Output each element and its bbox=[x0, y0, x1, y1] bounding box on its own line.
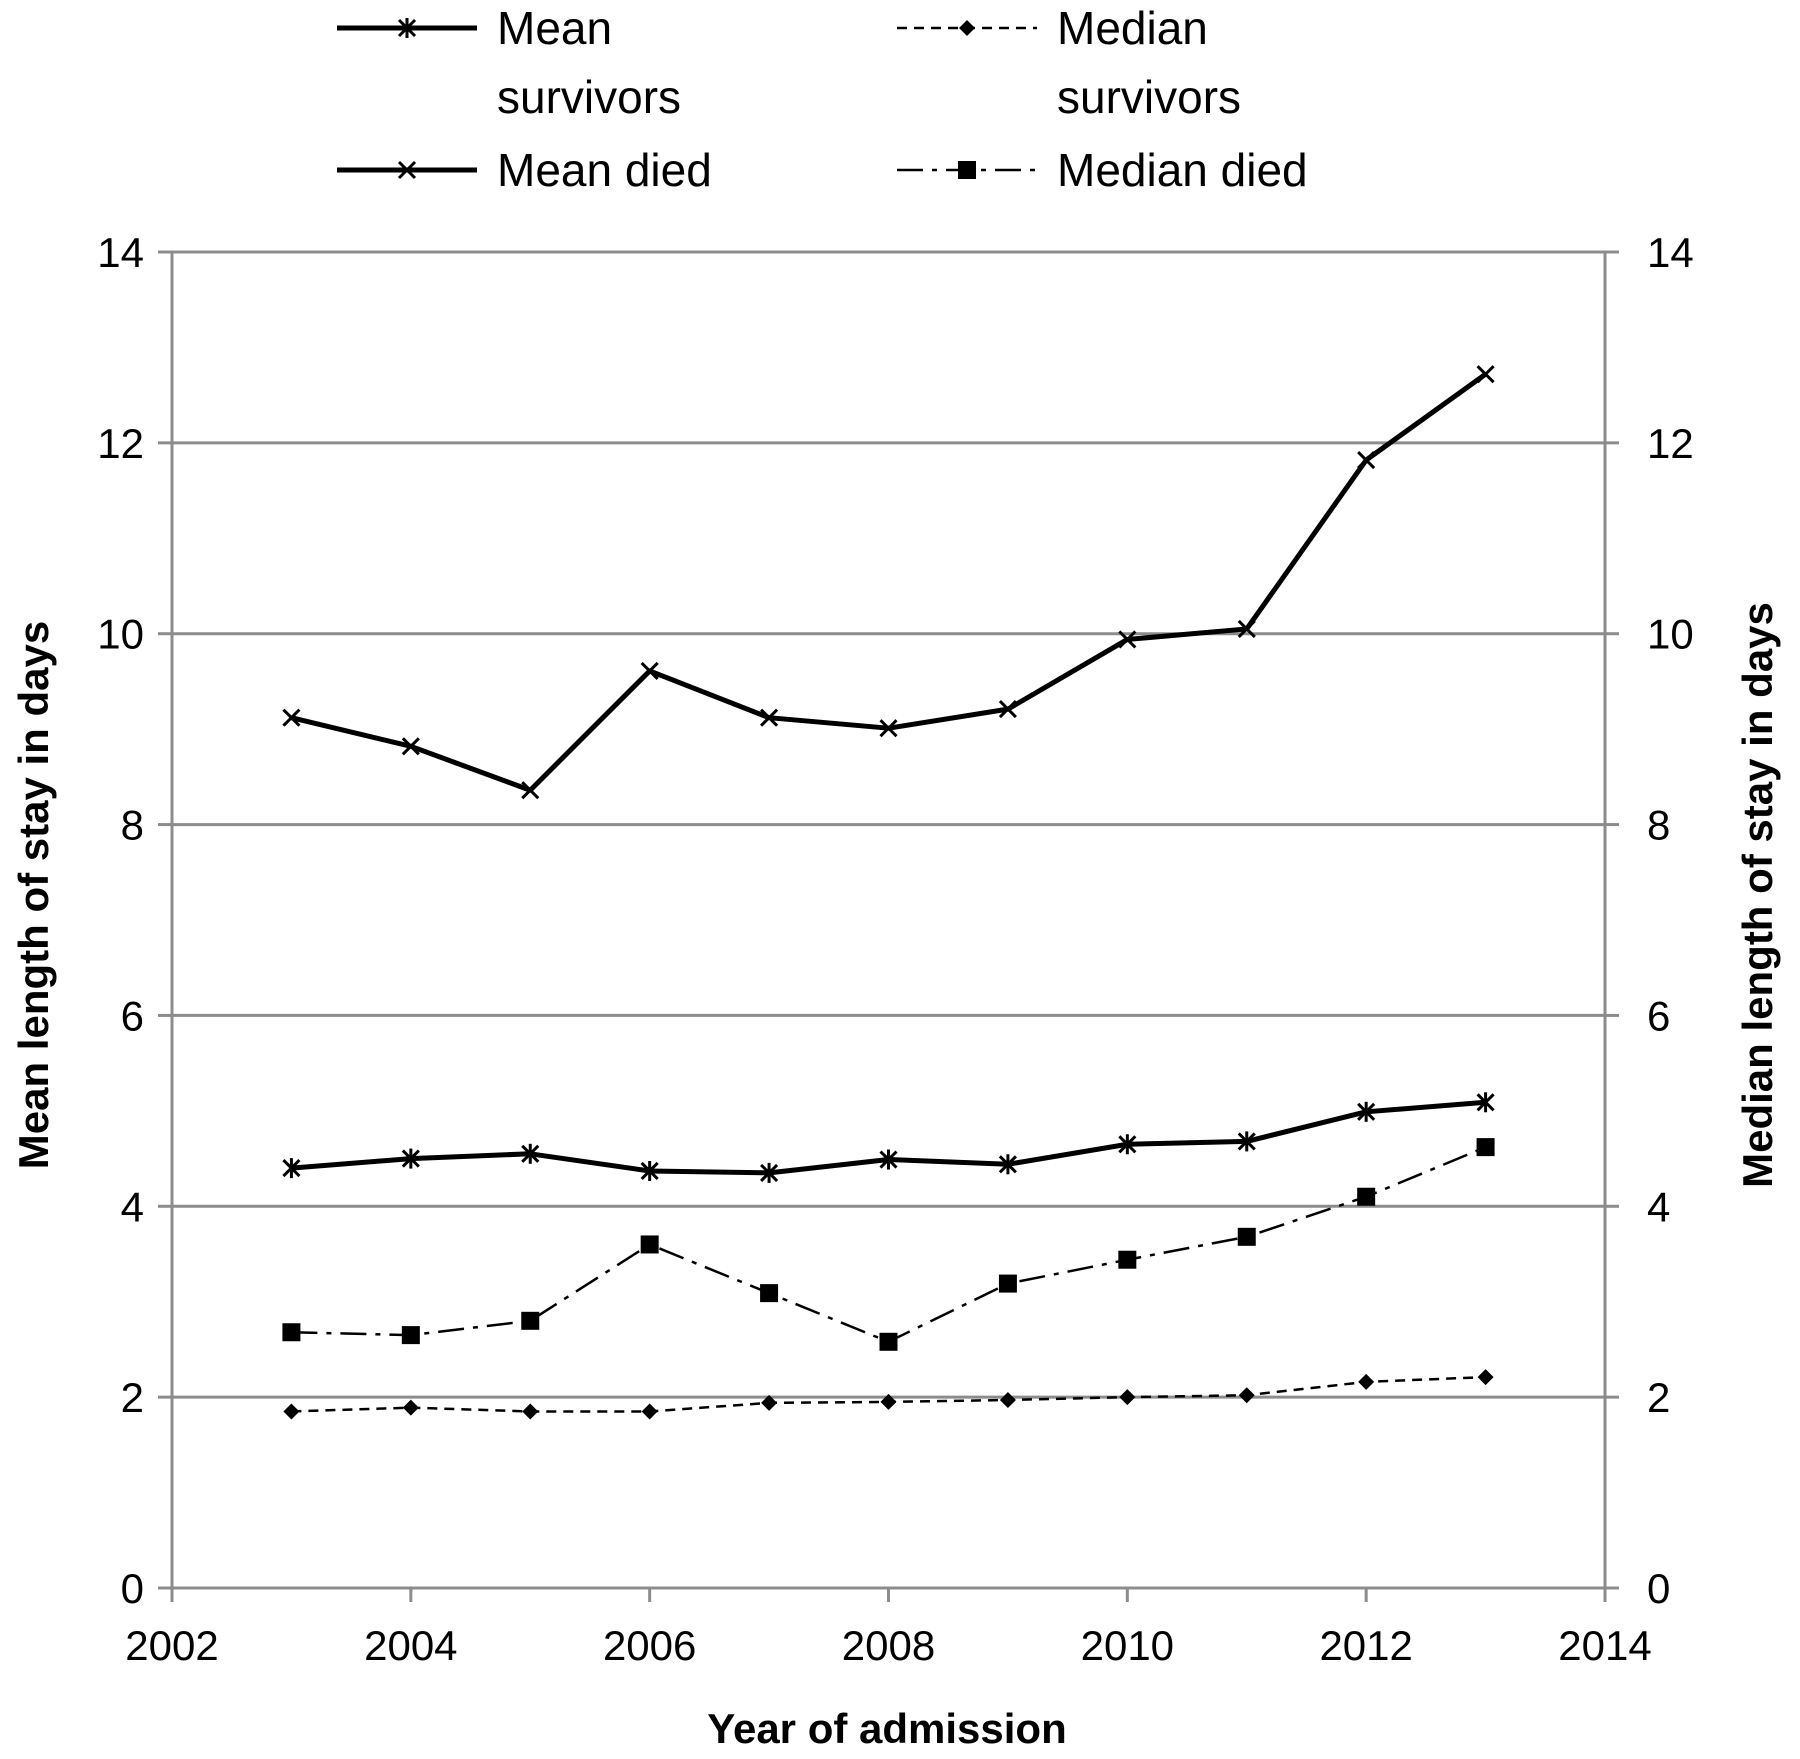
y-tick-label: 2 bbox=[121, 1374, 144, 1421]
data-point bbox=[998, 1274, 1017, 1293]
data-point bbox=[282, 1158, 301, 1179]
legend-label: Median died bbox=[1057, 144, 1308, 196]
y2-axis-title: Median length of stay in days bbox=[1734, 602, 1781, 1188]
series-layer bbox=[282, 365, 1495, 1420]
y-tick-label: 0 bbox=[121, 1565, 144, 1612]
data-point bbox=[640, 661, 659, 680]
data-point bbox=[521, 1143, 540, 1164]
data-point bbox=[640, 1160, 659, 1181]
data-point bbox=[1476, 365, 1495, 384]
legend-marker bbox=[959, 20, 975, 36]
data-point bbox=[879, 1332, 898, 1351]
data-point bbox=[640, 1235, 659, 1254]
legend-item: Mean survivors bbox=[337, 2, 681, 123]
legend: Mean survivors Median survivors Mean died Med… bbox=[337, 2, 1308, 196]
data-point bbox=[1477, 1369, 1494, 1386]
legend-item: Median survivors bbox=[897, 2, 1241, 123]
data-point bbox=[1237, 1131, 1256, 1152]
legend-item: Median died bbox=[897, 144, 1308, 196]
series-mean-died bbox=[282, 365, 1495, 800]
y-tick-label: 8 bbox=[121, 802, 144, 849]
y-tick-label: 10 bbox=[97, 611, 144, 658]
data-point bbox=[760, 1162, 779, 1183]
data-point bbox=[998, 1154, 1017, 1175]
y2-tick-label: 0 bbox=[1647, 1565, 1670, 1612]
data-point bbox=[879, 1149, 898, 1170]
x-tick-label: 2006 bbox=[603, 1622, 696, 1669]
legend-marker bbox=[397, 160, 417, 180]
x-tick-label: 2010 bbox=[1081, 1622, 1174, 1669]
data-point bbox=[761, 1394, 778, 1411]
data-point bbox=[522, 1403, 539, 1420]
x-tick-label: 2002 bbox=[125, 1622, 218, 1669]
data-point bbox=[1357, 1187, 1376, 1206]
data-point bbox=[1119, 1389, 1136, 1406]
legend-label: Median bbox=[1057, 2, 1208, 54]
data-point bbox=[1237, 1227, 1256, 1246]
legend-item: Mean died bbox=[337, 144, 712, 196]
y-tick-label: 4 bbox=[121, 1183, 144, 1230]
legend-label: survivors bbox=[497, 71, 681, 123]
x-tick-label: 2008 bbox=[842, 1622, 935, 1669]
data-point bbox=[1358, 1373, 1375, 1390]
y-axis-title: Mean length of stay in days bbox=[10, 621, 57, 1169]
legend-marker bbox=[397, 18, 417, 38]
data-point bbox=[283, 1403, 300, 1420]
y-tick-label: 12 bbox=[97, 420, 144, 467]
x-tick-label: 2012 bbox=[1319, 1622, 1412, 1669]
series-line bbox=[291, 1145, 1487, 1344]
data-point bbox=[521, 1311, 540, 1330]
data-point bbox=[401, 1148, 420, 1169]
data-point bbox=[1237, 619, 1256, 639]
x-axis-title: Year of admission bbox=[707, 1705, 1066, 1752]
x-tick-label: 2004 bbox=[364, 1622, 457, 1669]
y2-tick-label: 12 bbox=[1647, 420, 1694, 467]
data-point bbox=[760, 708, 779, 727]
data-point bbox=[401, 1326, 420, 1345]
series-median-died bbox=[282, 1138, 1495, 1351]
data-point bbox=[521, 781, 540, 800]
x-tick-label: 2014 bbox=[1558, 1622, 1651, 1669]
y2-tick-label: 6 bbox=[1647, 992, 1670, 1039]
data-point bbox=[1118, 630, 1137, 649]
y-tick-label: 6 bbox=[121, 992, 144, 1039]
legend-label: Mean bbox=[497, 2, 612, 54]
data-point bbox=[760, 1284, 779, 1303]
data-point bbox=[999, 1392, 1016, 1409]
data-point bbox=[1238, 1387, 1255, 1404]
data-point bbox=[998, 700, 1017, 719]
data-point bbox=[1476, 1138, 1495, 1157]
data-point bbox=[1476, 1092, 1495, 1113]
y-tick-label: 14 bbox=[97, 229, 144, 276]
series-mean-survivors bbox=[282, 1092, 1495, 1183]
y2-tick-label: 14 bbox=[1647, 229, 1694, 276]
y2-tick-label: 2 bbox=[1647, 1374, 1670, 1421]
axis-layer: 0 2 4 6 8 10 12 14 0 2 4 6 8 10 12 14 2002 2004 2006 2008 20… bbox=[97, 229, 1693, 1669]
y2-tick-label: 8 bbox=[1647, 802, 1670, 849]
legend-label: survivors bbox=[1057, 71, 1241, 123]
data-point bbox=[1118, 1250, 1137, 1269]
data-point bbox=[1357, 450, 1376, 470]
data-point bbox=[282, 708, 301, 727]
grid-layer bbox=[172, 250, 1605, 1399]
data-point bbox=[641, 1403, 658, 1420]
y2-tick-label: 4 bbox=[1647, 1183, 1670, 1230]
y2-tick-label: 10 bbox=[1647, 611, 1694, 658]
data-point bbox=[402, 1399, 419, 1416]
data-point bbox=[1357, 1101, 1376, 1122]
data-point bbox=[282, 1323, 301, 1342]
data-point bbox=[880, 1393, 897, 1410]
series-median-survivors bbox=[283, 1369, 1494, 1420]
data-point bbox=[879, 719, 898, 738]
data-point bbox=[401, 737, 420, 756]
legend-label: Mean died bbox=[497, 144, 712, 196]
data-point bbox=[1118, 1134, 1137, 1155]
legend-marker bbox=[958, 161, 976, 179]
